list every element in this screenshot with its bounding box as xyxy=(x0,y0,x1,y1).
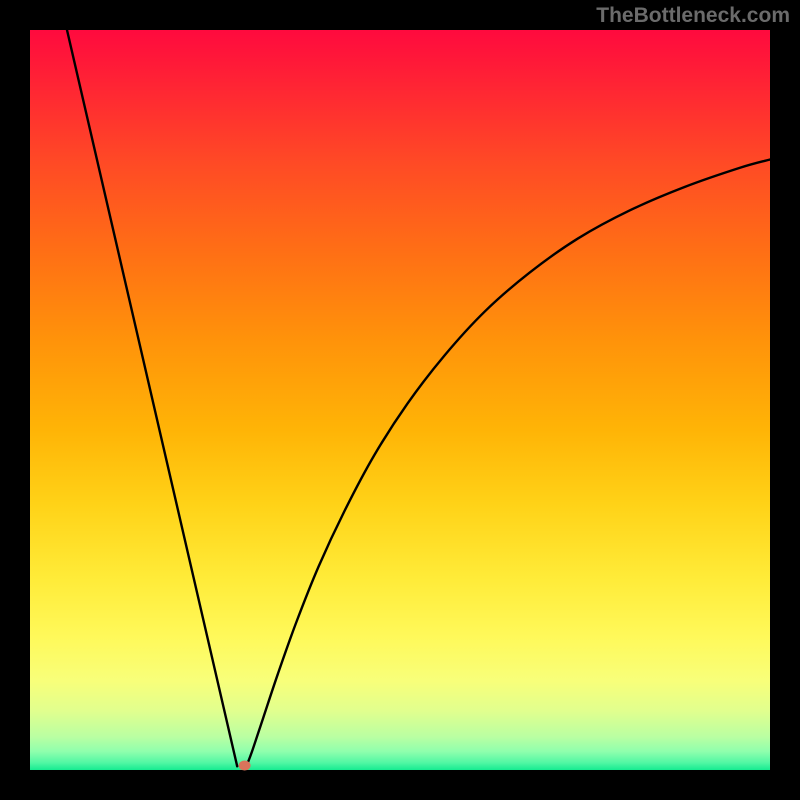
chart-marker xyxy=(239,761,251,771)
watermark-text: TheBottleneck.com xyxy=(596,4,790,28)
chart-container: TheBottleneck.com xyxy=(0,0,800,800)
chart-plot-area xyxy=(30,30,770,770)
chart-svg xyxy=(0,0,800,800)
